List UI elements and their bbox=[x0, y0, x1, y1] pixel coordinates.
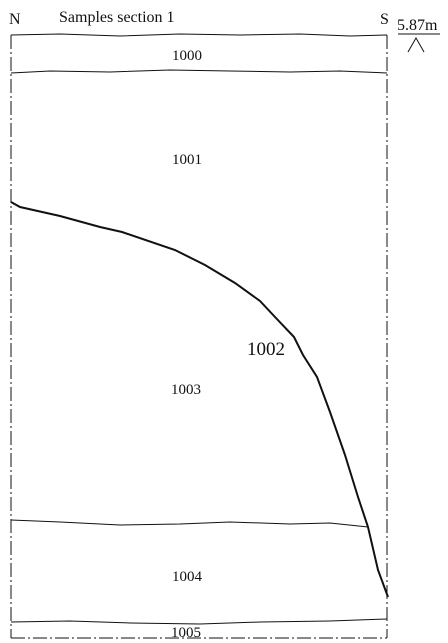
layer-1003-label: 1003 bbox=[171, 382, 201, 398]
boundary-1004-1005 bbox=[10, 618, 388, 625]
layer-1001-label: 1001 bbox=[172, 152, 202, 168]
boundary-1002-cut bbox=[10, 201, 389, 598]
boundary-1003-1004 bbox=[10, 519, 369, 528]
datum-level: 5.87m bbox=[397, 17, 438, 34]
datum-marker-icon bbox=[407, 36, 425, 53]
layer-1005-label: 1005 bbox=[171, 625, 201, 641]
north-label: N bbox=[9, 11, 21, 28]
layer-1000-label: 1000 bbox=[172, 48, 202, 64]
boundary-1000-1001 bbox=[10, 69, 388, 74]
ground-surface bbox=[10, 33, 388, 37]
layer-1004-label: 1004 bbox=[172, 569, 203, 585]
south-label: S bbox=[380, 11, 389, 28]
layer-1002-label: 1002 bbox=[247, 339, 285, 360]
section-title: Samples section 1 bbox=[59, 9, 175, 26]
